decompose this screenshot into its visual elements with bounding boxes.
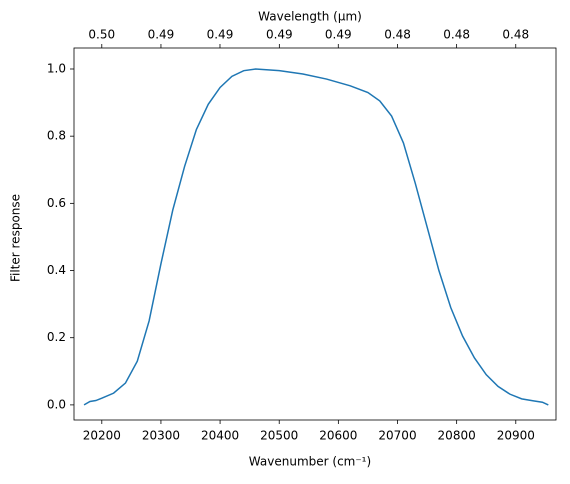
- y-tick-label: 1.0: [47, 61, 66, 75]
- x-tick-label: 20600: [319, 429, 357, 443]
- y-axis-label: Filter response: [9, 194, 23, 282]
- x-tick-label: 20500: [260, 429, 298, 443]
- line-series: [83, 68, 549, 406]
- x-tick-label: 20300: [142, 429, 180, 443]
- x2-tick-label: 0.48: [443, 28, 470, 42]
- x2-tick-label: 0.48: [502, 28, 529, 42]
- x2-tick-label: 0.49: [207, 28, 234, 42]
- x-tick-label: 20700: [378, 429, 416, 443]
- y-tick-label: 0.8: [47, 129, 66, 143]
- x2-axis-label: Wavelength (μm): [258, 10, 362, 24]
- plot-frame: [73, 47, 557, 421]
- x-tick-label: 20400: [201, 429, 239, 443]
- x2-tick-label: 0.49: [325, 28, 352, 42]
- x2-tick-label: 0.48: [384, 28, 411, 42]
- y-tick-label: 0.0: [47, 397, 66, 411]
- x-tick-label: 20800: [438, 429, 476, 443]
- y-tick-label: 0.4: [47, 263, 66, 277]
- x2-tick-label: 0.49: [148, 28, 175, 42]
- x2-tick-label: 0.49: [266, 28, 293, 42]
- y-tick-label: 0.2: [47, 330, 66, 344]
- x2-tick-label: 0.50: [88, 28, 115, 42]
- x-axis-label: Wavenumber (cm⁻¹): [249, 455, 371, 469]
- x-tick-label: 20200: [83, 429, 121, 443]
- x-tick-label: 20900: [497, 429, 535, 443]
- y-tick-label: 0.6: [47, 196, 66, 210]
